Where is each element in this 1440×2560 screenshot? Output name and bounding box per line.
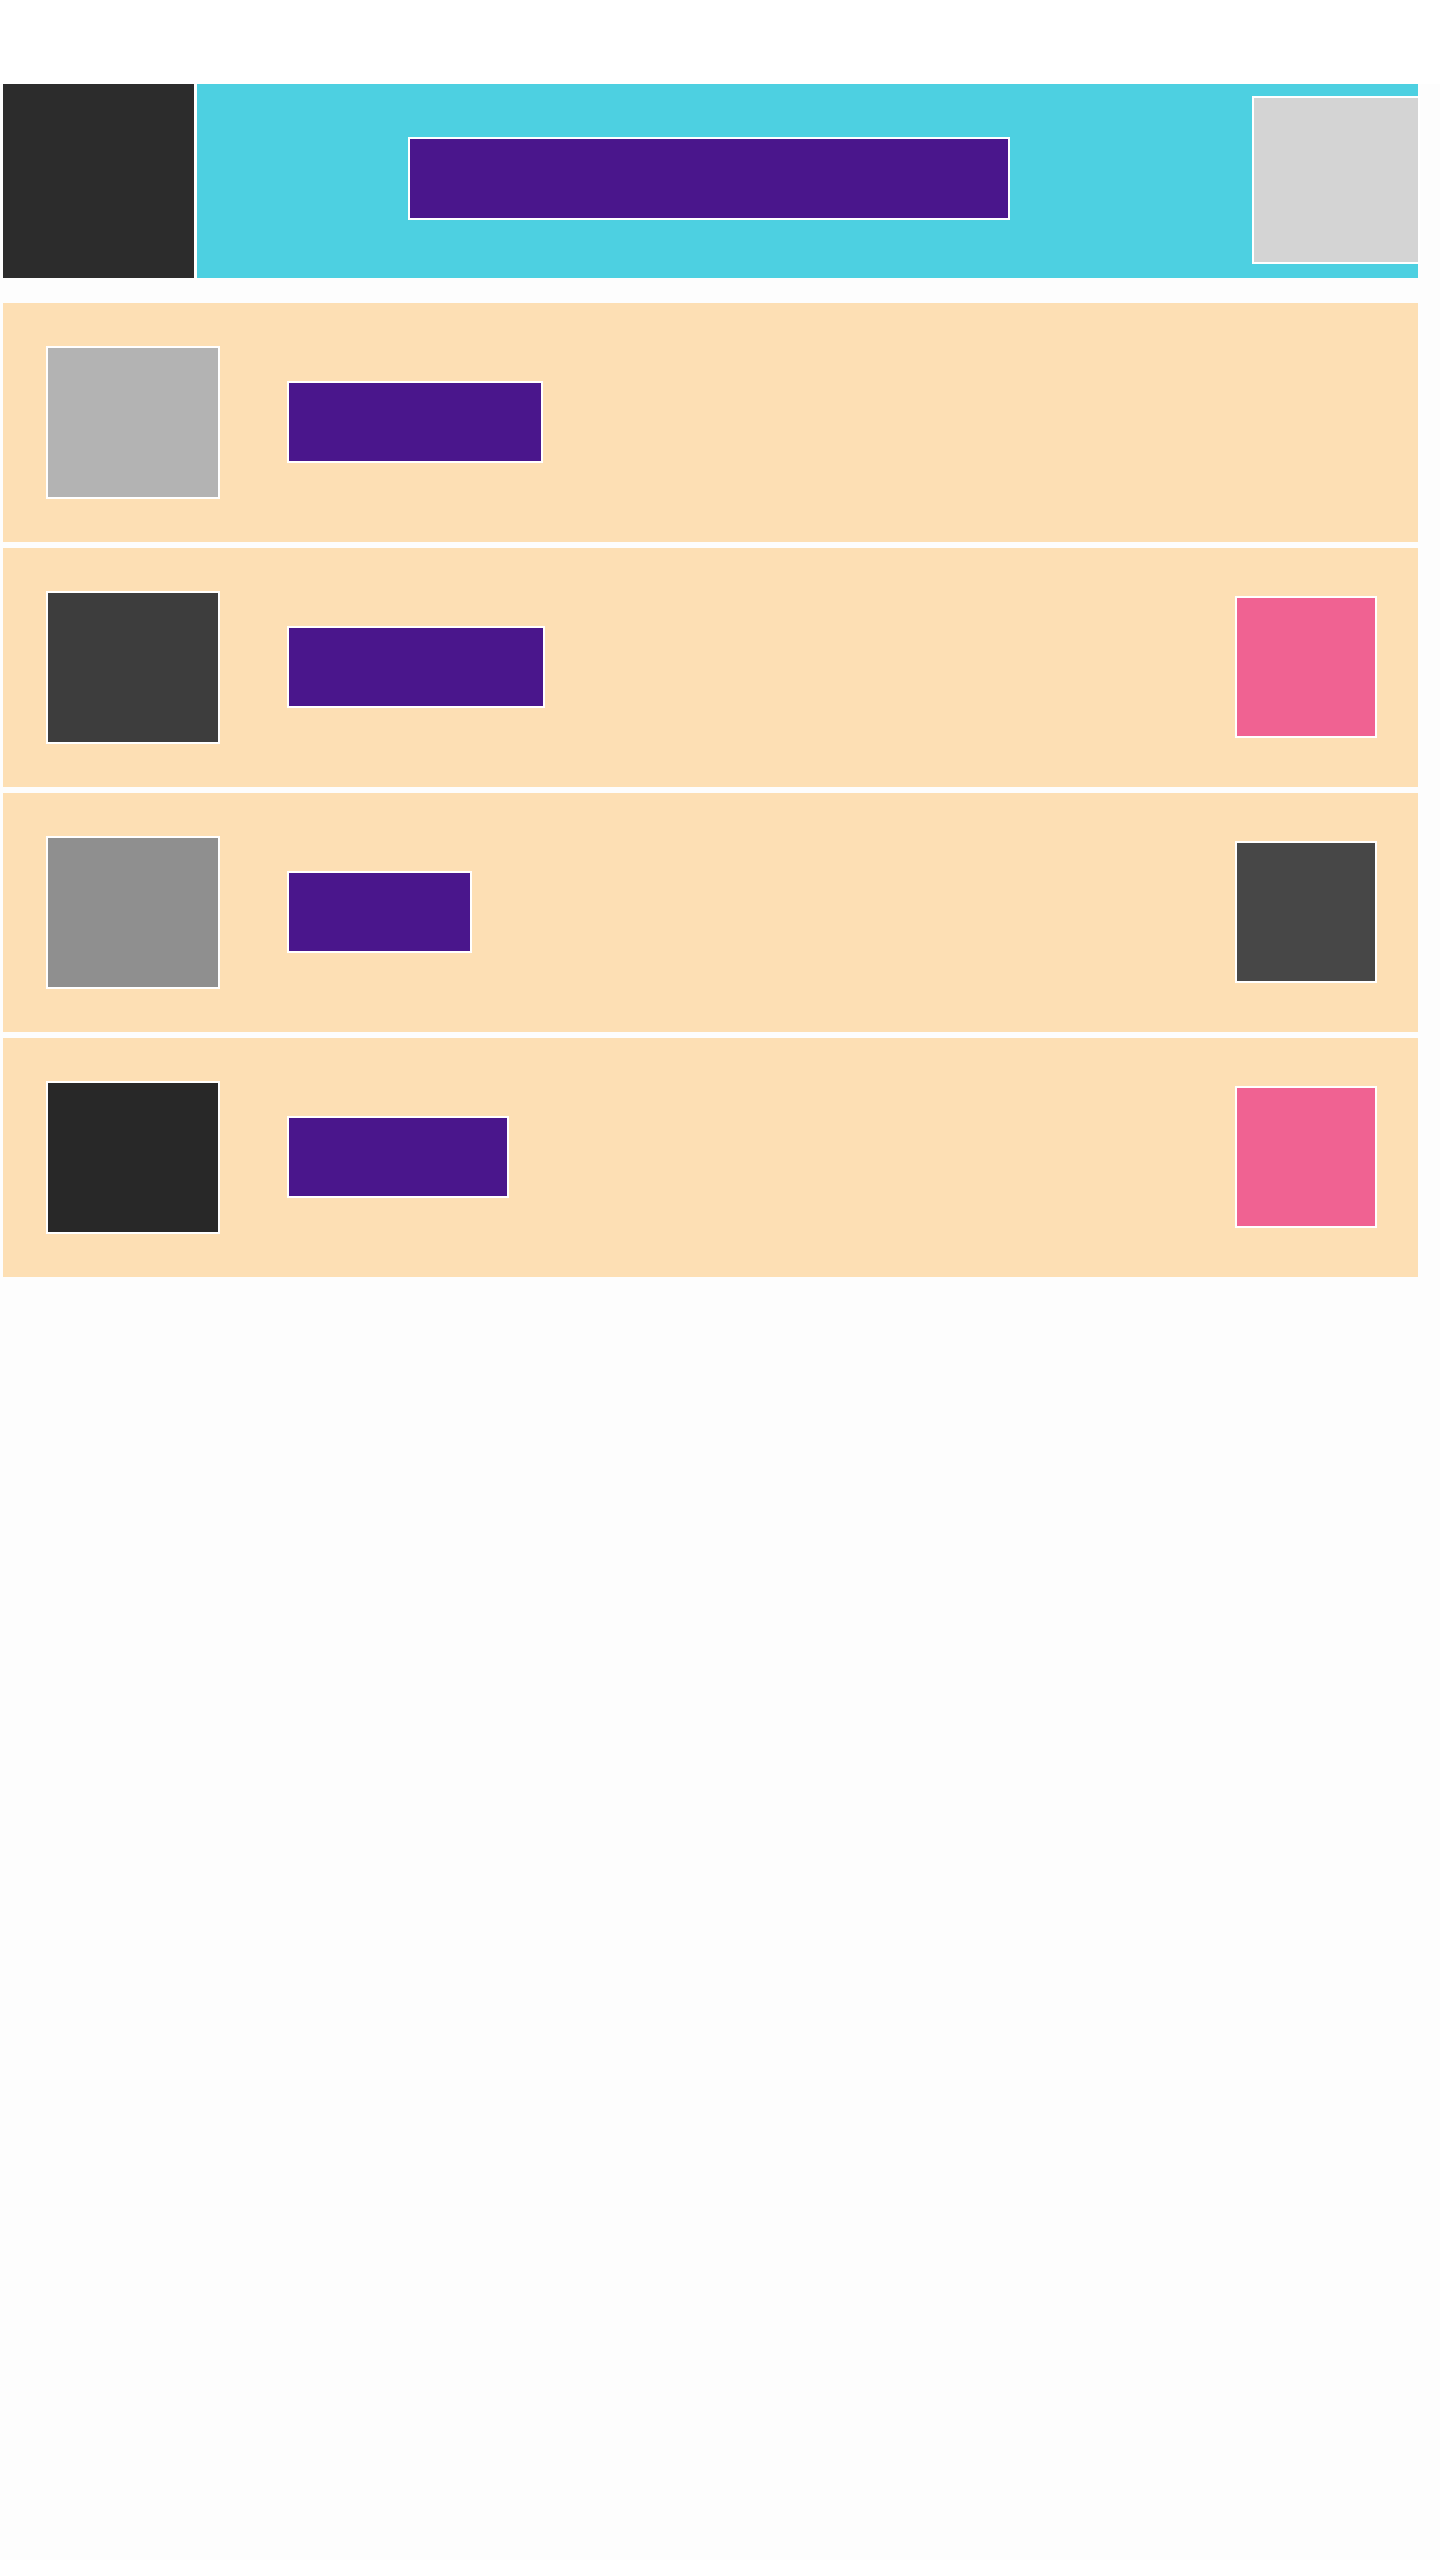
list-item[interactable] [3, 548, 1418, 787]
thumbnail-image [46, 836, 220, 989]
item-list [3, 303, 1418, 1283]
action-icon[interactable] [1235, 841, 1377, 983]
overflow-icon[interactable] [1252, 96, 1420, 264]
favorite-icon[interactable] [1235, 1086, 1377, 1228]
thumbnail-image [46, 1081, 220, 1234]
list-item[interactable] [3, 303, 1418, 542]
menu-icon[interactable] [3, 84, 197, 278]
thumbnail-image [46, 591, 220, 744]
app-bar-title [408, 137, 1010, 220]
list-item-label [287, 871, 472, 953]
app-bar [3, 84, 1420, 278]
list-item-label [287, 381, 543, 463]
list-item-label [287, 1116, 509, 1198]
thumbnail-image [46, 346, 220, 499]
list-item-label [287, 626, 545, 708]
list-item[interactable] [3, 1038, 1418, 1277]
status-bar [0, 0, 1440, 84]
favorite-icon[interactable] [1235, 596, 1377, 738]
list-item[interactable] [3, 793, 1418, 1032]
